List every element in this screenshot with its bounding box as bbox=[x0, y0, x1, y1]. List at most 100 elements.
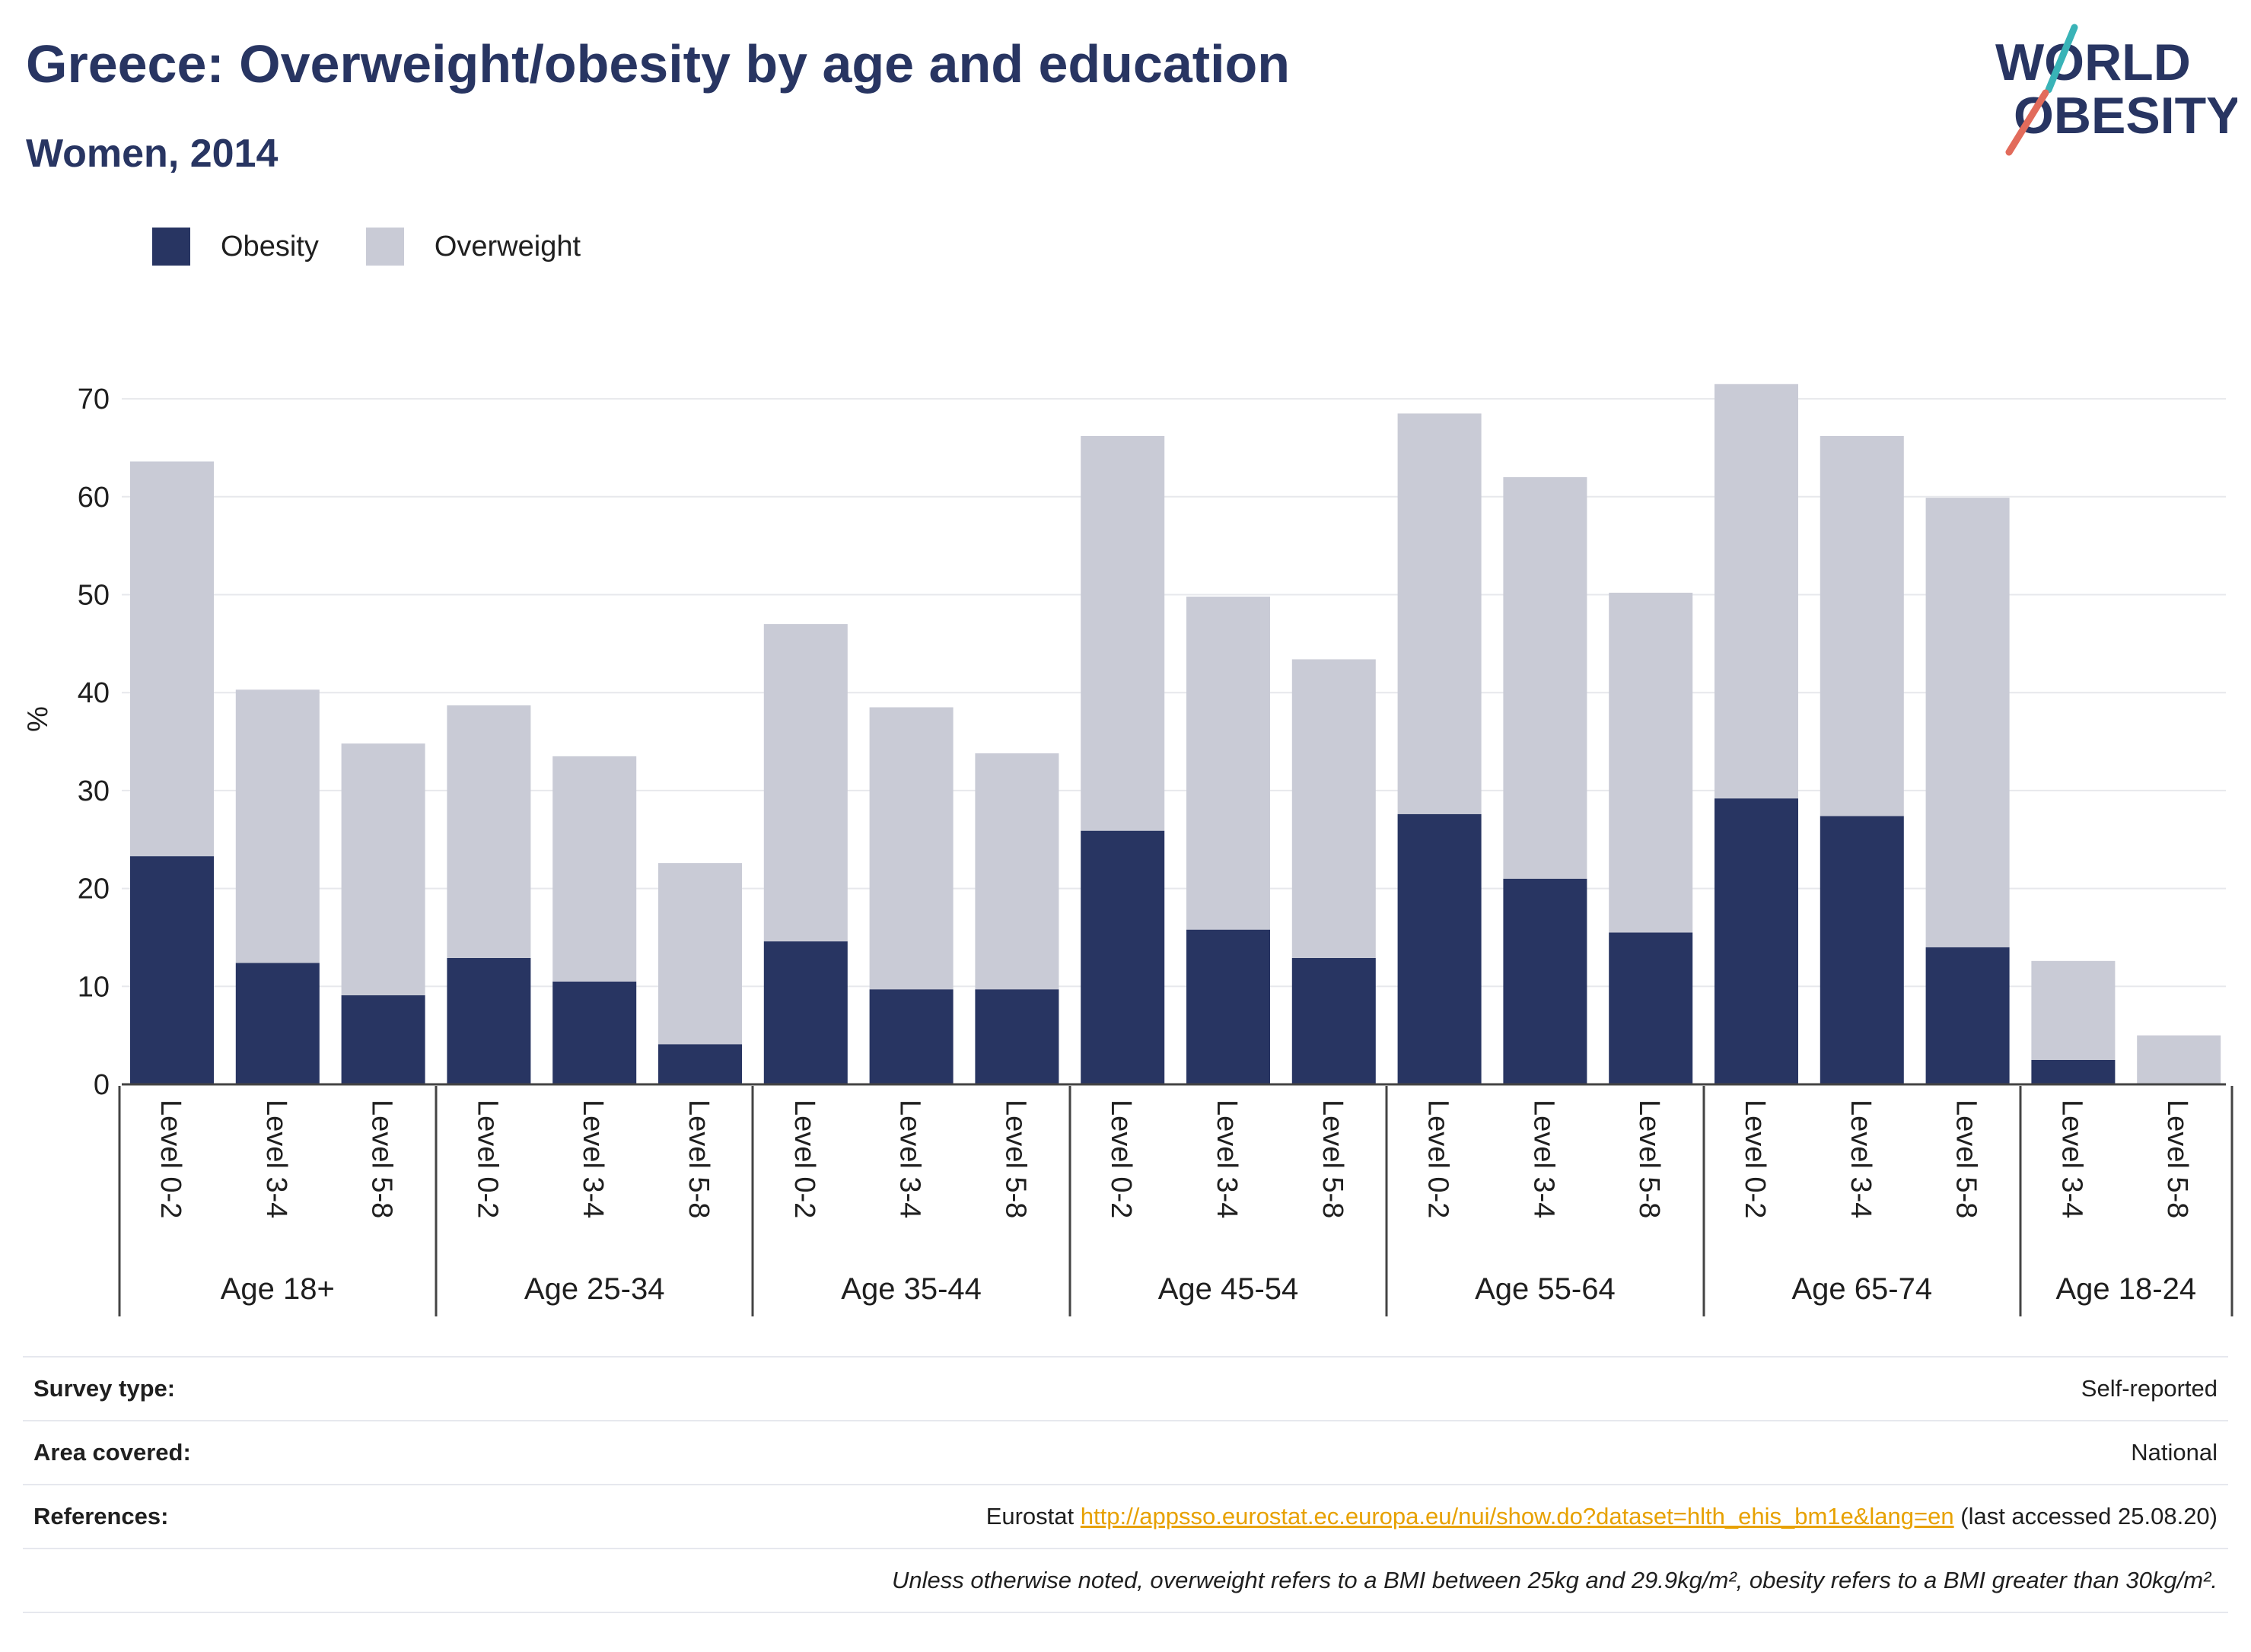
logo-slash-teal bbox=[2045, 24, 2078, 94]
bar-overweight bbox=[130, 461, 214, 857]
bar-overweight bbox=[1397, 413, 1482, 814]
reference-accessed: (last accessed 25.08.20) bbox=[1960, 1503, 2218, 1529]
y-tick-label: 60 bbox=[78, 482, 110, 514]
world-obesity-logo: WORLD OBESITY bbox=[1995, 24, 2237, 156]
logo-slash-coral bbox=[2005, 89, 2049, 156]
x-category-label: Level 0-2 bbox=[1105, 1100, 1137, 1218]
bar-overweight bbox=[869, 707, 954, 990]
bar-overweight bbox=[1925, 498, 2010, 947]
bar-obesity bbox=[1291, 957, 1376, 1084]
x-category-label: Level 5-8 bbox=[1633, 1100, 1665, 1218]
bar-overweight bbox=[447, 705, 531, 958]
x-category-label: Level 5-8 bbox=[1317, 1100, 1348, 1218]
logo-line2: OBESITY bbox=[2014, 87, 2237, 145]
bmi-note: Unless otherwise noted, overweight refer… bbox=[23, 1548, 2228, 1613]
x-category-label: Level 3-4 bbox=[260, 1100, 292, 1218]
x-category-label: Level 5-8 bbox=[999, 1100, 1031, 1218]
x-category-label: Level 3-4 bbox=[1845, 1100, 1877, 1218]
x-category-label: Level 3-4 bbox=[1211, 1100, 1243, 1218]
x-category-label: Level 0-2 bbox=[1422, 1100, 1454, 1218]
y-tick-label: 20 bbox=[78, 874, 110, 906]
bar-obesity bbox=[235, 963, 320, 1084]
bar-obesity bbox=[1820, 816, 1904, 1084]
bar-overweight bbox=[552, 756, 637, 982]
legend-swatch-obesity bbox=[152, 228, 190, 266]
logo-line1: WORLD bbox=[1995, 33, 2191, 91]
bar-obesity bbox=[1397, 813, 1482, 1084]
bar-obesity bbox=[2031, 1059, 2116, 1084]
bar-overweight bbox=[975, 753, 1059, 990]
x-category-label: Level 5-8 bbox=[683, 1100, 715, 1218]
area-covered-value: National bbox=[318, 1420, 2228, 1485]
x-group-label: Age 18+ bbox=[221, 1272, 335, 1306]
legend-item-overweight: Overweight bbox=[365, 228, 581, 266]
survey-type-value: Self-reported bbox=[318, 1356, 2228, 1421]
bar-overweight bbox=[1503, 477, 1587, 879]
x-category-label: Level 5-8 bbox=[1950, 1100, 1982, 1218]
reference-source: Eurostat bbox=[985, 1503, 1075, 1529]
chart-subtitle: Women, 2014 bbox=[26, 132, 279, 176]
bar-overweight bbox=[763, 624, 848, 942]
reference-link[interactable]: http://appsso.eurostat.ec.europa.eu/nui/… bbox=[1080, 1503, 1954, 1529]
y-tick-label: 50 bbox=[78, 580, 110, 612]
area-covered-row: Area covered: National bbox=[23, 1420, 2228, 1485]
bar-obesity bbox=[658, 1044, 742, 1084]
x-group-label: Age 35-44 bbox=[841, 1272, 982, 1306]
bar-obesity bbox=[1186, 929, 1270, 1084]
bar-obesity bbox=[447, 957, 531, 1084]
references-label: References: bbox=[23, 1484, 318, 1549]
legend-swatch-overweight bbox=[365, 228, 404, 266]
survey-type-row: Survey type: Self-reported bbox=[23, 1356, 2228, 1421]
references-value: Eurostat http://appsso.eurostat.ec.europ… bbox=[318, 1484, 2228, 1549]
bar-overweight bbox=[658, 863, 742, 1045]
legend-label-obesity: Obesity bbox=[221, 230, 319, 263]
bar-overweight bbox=[341, 743, 425, 995]
bar-obesity bbox=[975, 989, 1059, 1084]
x-group-label: Age 18-24 bbox=[2056, 1272, 2197, 1306]
bar-obesity bbox=[1503, 878, 1587, 1084]
grid-lines bbox=[122, 398, 2226, 988]
x-category-label: Level 0-2 bbox=[154, 1100, 186, 1218]
y-tick-label: 10 bbox=[78, 971, 110, 1003]
bar-chart: 0 10 20 30 40 50 60 70 Level 0-2 Level 3-4 Level 5… bbox=[22, 384, 2233, 1316]
bar-obesity bbox=[130, 856, 214, 1084]
y-tick-label: 40 bbox=[78, 677, 110, 709]
x-category-label: Level 3-4 bbox=[2055, 1100, 2087, 1218]
bar-obesity bbox=[869, 989, 954, 1084]
info-table: Survey type: Self-reported Area covered:… bbox=[23, 1356, 2228, 1613]
y-tick-label: 70 bbox=[78, 384, 110, 415]
bar-obesity bbox=[1715, 798, 1798, 1084]
x-category-label: Level 3-4 bbox=[894, 1100, 926, 1218]
bar-overweight bbox=[1186, 597, 1270, 930]
bar-overweight bbox=[2031, 960, 2116, 1060]
bar-obesity bbox=[1609, 932, 1693, 1084]
references-row: References: Eurostat http://appsso.euros… bbox=[23, 1484, 2228, 1549]
x-category-label: Level 3-4 bbox=[577, 1100, 609, 1218]
chart-legend: Obesity Overweight bbox=[152, 225, 628, 268]
bmi-note-row: Unless otherwise noted, overweight refer… bbox=[23, 1548, 2228, 1613]
bar-overweight bbox=[1715, 384, 1798, 799]
bar-obesity bbox=[552, 981, 637, 1084]
bar-overweight bbox=[2137, 1035, 2221, 1084]
x-category-label: Level 3-4 bbox=[1527, 1100, 1559, 1218]
x-category-label: Level 0-2 bbox=[1739, 1100, 1771, 1218]
bar-obesity bbox=[1925, 947, 2010, 1084]
x-category-label: Level 0-2 bbox=[788, 1100, 820, 1218]
x-group-label: Age 45-54 bbox=[1158, 1272, 1299, 1306]
y-tick-label: 0 bbox=[94, 1069, 110, 1101]
x-group-label: Age 65-74 bbox=[1792, 1272, 1933, 1306]
bar-overweight bbox=[1609, 592, 1693, 933]
survey-type-label: Survey type: bbox=[23, 1356, 318, 1421]
y-tick-label: 30 bbox=[78, 775, 110, 807]
bar-overweight bbox=[1291, 659, 1376, 958]
x-group-label: Age 55-64 bbox=[1475, 1272, 1616, 1306]
bar-overweight bbox=[1081, 436, 1165, 831]
legend-item-obesity: Obesity bbox=[152, 228, 319, 266]
y-axis-label: % bbox=[22, 706, 54, 732]
legend-label-overweight: Overweight bbox=[434, 230, 581, 263]
area-covered-label: Area covered: bbox=[23, 1420, 318, 1485]
x-category-label: Level 5-8 bbox=[366, 1100, 398, 1218]
axes: 0 10 20 30 40 50 60 70 Level 0-2 Level 3-4 Level 5… bbox=[78, 384, 2233, 1316]
x-category-label: Level 0-2 bbox=[471, 1100, 503, 1218]
x-group-label: Age 25-34 bbox=[524, 1272, 665, 1306]
